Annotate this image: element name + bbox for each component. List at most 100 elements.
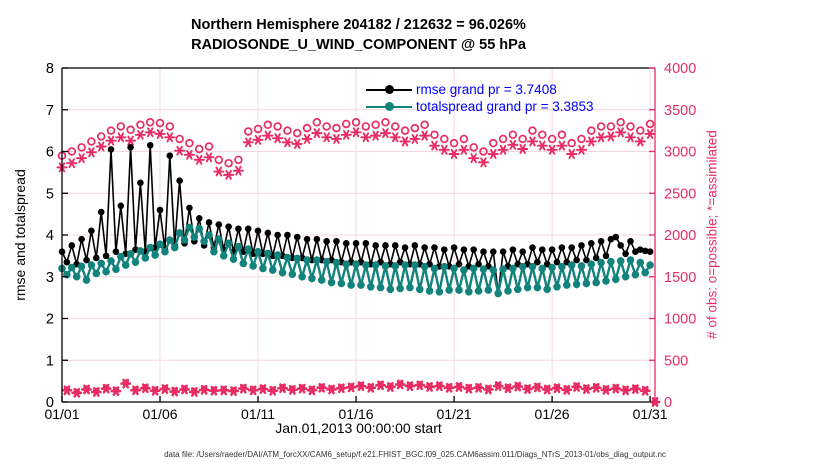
rmse-marker — [641, 247, 649, 255]
totalspread-marker — [553, 282, 561, 291]
assimilated_00_12Z-marker — [597, 132, 605, 143]
totalspread-marker — [460, 266, 468, 274]
totalspread-marker — [381, 262, 390, 270]
rmse-marker — [401, 244, 409, 251]
totalspread-marker — [195, 224, 204, 233]
rmse-marker — [440, 246, 448, 253]
totalspread-marker — [254, 247, 262, 256]
totalspread-marker — [567, 261, 576, 269]
totalspread-marker — [430, 264, 439, 273]
assimilated_06_18Z-marker — [210, 385, 218, 396]
assimilated_06_18Z-marker — [220, 385, 228, 396]
totalspread-marker — [484, 286, 493, 294]
rmse-marker — [529, 244, 536, 251]
assimilated_00_12Z-marker — [646, 129, 654, 139]
assimilated_06_18Z-marker — [592, 382, 600, 393]
rmse-marker — [195, 215, 203, 222]
assimilated_00_12Z-marker — [568, 149, 575, 159]
left-tick-label: 4 — [46, 228, 54, 244]
assimilated_00_12Z-marker — [637, 136, 644, 147]
rmse-marker — [88, 227, 95, 235]
assimilated_06_18Z-marker — [632, 384, 639, 394]
rmse-line-sample — [366, 84, 412, 95]
left-tick-label: 5 — [46, 186, 54, 202]
rmse-marker — [558, 244, 566, 251]
totalspread-marker — [219, 252, 228, 260]
totalspread-marker — [303, 256, 311, 264]
rmse-marker — [470, 246, 477, 253]
rmse-marker — [475, 260, 482, 268]
possible_00_12Z-marker — [528, 126, 537, 135]
totalspread-marker — [415, 285, 424, 294]
totalspread-marker — [175, 229, 184, 237]
totalspread-marker — [87, 261, 96, 269]
assimilated_00_12Z-marker — [392, 132, 399, 143]
totalspread-marker — [494, 289, 502, 298]
rmse-marker — [538, 246, 546, 253]
totalspread-marker — [357, 281, 365, 289]
totalspread-marker — [268, 266, 277, 274]
totalspread-marker — [273, 251, 282, 259]
rmse-marker — [489, 248, 497, 255]
right-tick-label: 500 — [664, 353, 688, 369]
possible_00_12Z-marker — [312, 118, 322, 127]
assimilated_06_18Z-marker — [141, 383, 149, 394]
totalspread-marker — [293, 254, 302, 263]
right-tick-label: 3000 — [664, 145, 696, 161]
left-tick-label: 3 — [46, 270, 54, 286]
totalspread-marker — [131, 258, 140, 266]
assimilated_00_12Z-marker — [284, 137, 291, 148]
assimilated_00_12Z-marker — [362, 132, 370, 143]
totalspread-marker — [499, 265, 507, 274]
totalspread-marker — [288, 270, 297, 279]
x-tick-label: 01/26 — [535, 406, 570, 422]
assimilated_06_18Z-marker — [92, 387, 100, 397]
rmse-marker — [362, 240, 370, 247]
assimilated_00_12Z-marker — [78, 153, 85, 164]
assimilated_06_18Z-marker — [357, 381, 365, 392]
totalspread-marker — [112, 265, 120, 274]
possible_00_12Z-marker — [243, 127, 253, 136]
rmse-marker — [372, 242, 379, 249]
assimilated_00_12Z-marker — [470, 153, 477, 164]
assimilated_06_18Z-marker — [308, 385, 316, 396]
totalspread-marker — [161, 247, 169, 256]
totalspread-marker — [317, 276, 326, 284]
x-tick-label: 01/01 — [44, 406, 79, 422]
assimilated_06_18Z-marker — [259, 384, 267, 394]
assimilated_06_18Z-marker — [445, 382, 453, 393]
assimilated_06_18Z-marker — [279, 383, 286, 394]
totalspread-marker — [425, 287, 434, 295]
totalspread-marker — [156, 240, 164, 248]
assimilated_00_12Z-marker — [186, 149, 193, 160]
totalspread-marker — [386, 285, 395, 294]
totalspread-marker — [107, 257, 115, 265]
assimilated_00_12Z-marker — [156, 129, 164, 139]
rmse-marker — [146, 141, 154, 149]
possible_00_12Z-marker — [449, 138, 459, 148]
totalspread-marker — [337, 279, 346, 288]
rmse-marker — [264, 229, 272, 237]
totalspread-marker — [68, 263, 76, 272]
assimilated_00_12Z-marker — [215, 166, 223, 177]
possible_00_12Z-marker — [145, 118, 155, 127]
assimilated_00_12Z-marker — [342, 129, 350, 140]
totalspread-marker — [474, 287, 483, 295]
possible_00_12Z-marker — [606, 122, 616, 131]
totalspread-marker — [313, 256, 321, 264]
totalspread-marker — [322, 257, 331, 266]
assimilated_06_18Z-marker — [269, 385, 277, 396]
totalspread-marker — [82, 276, 91, 284]
totalspread-marker — [577, 262, 586, 270]
assimilated_06_18Z-marker — [181, 384, 188, 395]
rmse-marker — [176, 177, 183, 185]
totalspread-marker — [77, 262, 86, 271]
assimilated_06_18Z-marker — [455, 382, 463, 392]
assimilated_06_18Z-marker — [612, 383, 620, 394]
assimilated_06_18Z-marker — [122, 378, 130, 389]
rmse-marker — [583, 256, 590, 264]
totalspread-marker — [102, 267, 110, 276]
totalspread-marker — [210, 247, 218, 256]
totalspread-marker — [239, 259, 248, 268]
